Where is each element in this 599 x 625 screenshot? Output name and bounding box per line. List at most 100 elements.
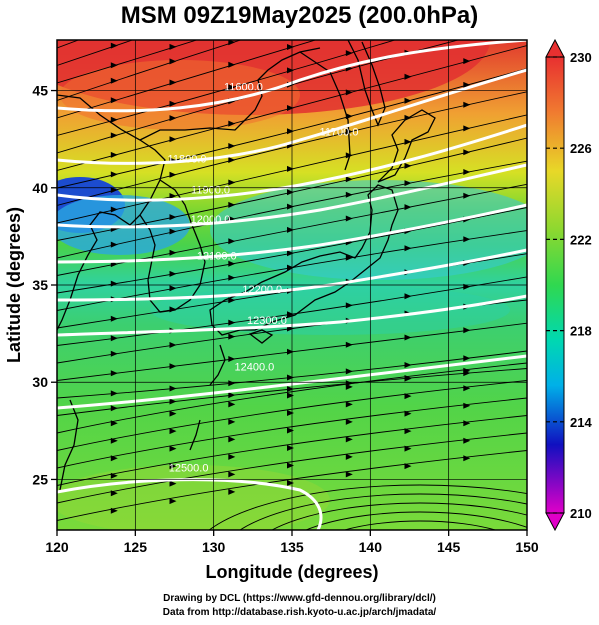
streamline-arrow (463, 437, 471, 444)
streamline (57, 40, 243, 101)
streamline-arrow (287, 203, 294, 210)
streamline-arrow (404, 245, 412, 252)
streamline-arrow (169, 171, 177, 178)
streamline-arrow (463, 125, 471, 132)
streamline-arrow (228, 84, 236, 91)
streamline-arrow (345, 215, 353, 222)
streamline-arrow (346, 26, 353, 32)
streamline-arrow (110, 116, 118, 123)
streamline-arrow (345, 191, 353, 198)
streamline-arrow (169, 228, 177, 235)
contour-label: 11800.0 (168, 154, 207, 166)
streamline-arrow (228, 3, 235, 9)
streamline (57, 40, 134, 66)
streamline-arrow (228, 201, 236, 208)
streamline-arrow (463, 355, 471, 362)
streamline-arrow (463, 402, 471, 409)
streamline-arrow (345, 50, 353, 57)
streamline-arrow (287, 480, 294, 486)
x-axis: 120 125 130 135 140 145 150 (45, 530, 539, 555)
contour-label: 12300.0 (247, 315, 287, 327)
streamline-arrow (463, 236, 471, 243)
streamline-arrow (228, 380, 236, 387)
streamline-arrow (287, 128, 294, 135)
streamline-arrow (228, 143, 236, 149)
streamline-arrow (345, 383, 353, 390)
streamline-arrow (228, 61, 236, 68)
streamline-arrow (110, 77, 118, 84)
streamline-arrow (110, 370, 118, 377)
streamline-arrow (110, 350, 118, 357)
streamline (57, 362, 527, 434)
contour-label: 12000.0 (191, 214, 231, 226)
streamline-arrow (463, 420, 471, 427)
streamline-arrow (404, 204, 412, 211)
streamline-arrow (169, 270, 177, 277)
streamline-arrow (404, 138, 412, 145)
streamline-arrow (404, 293, 412, 300)
streamline-arrow (169, 428, 177, 435)
streamline-arrow (345, 418, 353, 425)
streamline-arrow (228, 453, 236, 460)
streamline-arrow (228, 120, 236, 127)
streamline-arrow (404, 97, 412, 104)
streamline (57, 415, 527, 486)
contour-labels: 11600.0 11700.0 11800.0 11900.0 12000.0 12100… (168, 82, 359, 475)
colorbar-min-triangle (545, 512, 565, 532)
streamline-arrow (345, 341, 353, 348)
streamline-arrow (228, 333, 236, 340)
y-axis-label: Latitude (degrees) (4, 207, 24, 363)
streamline (57, 380, 527, 451)
colorbar-tick-label: 210 (570, 506, 592, 521)
streamline-arrow (110, 42, 118, 49)
streamline-arrow (287, 21, 294, 27)
streamline-arrow (110, 187, 118, 193)
streamline-arrow (110, 241, 118, 248)
streamline-arrow (287, 410, 294, 416)
streamline-arrow (287, 311, 294, 318)
colorbar-max-triangle (545, 38, 565, 58)
contour-label: 11600.0 (224, 82, 263, 94)
streamline-arrow (404, 362, 412, 368)
y-tick-label: 40 (32, 180, 48, 196)
streamline-arrow (287, 348, 294, 355)
streamline-arrow (110, 507, 118, 514)
colorbar: 230 226 222 218 214 210 (545, 38, 592, 532)
streamline-arrow (463, 149, 471, 156)
lat-lon-grid (57, 40, 527, 530)
contour-label: 12500.0 (169, 463, 209, 475)
streamline-arrow (110, 472, 118, 479)
streamline-arrow (110, 335, 118, 342)
streamline-arrow (169, 58, 177, 65)
streamline-arrow (287, 105, 294, 111)
streamline-arrow (110, 490, 118, 497)
streamline-arrow (287, 226, 294, 233)
contour-label: 12400.0 (235, 362, 275, 374)
streamline-arrow (169, 115, 177, 122)
colorbar-tick-label: 214 (570, 415, 592, 430)
streamline-arrow (404, 334, 412, 341)
contour-label: 11700.0 (320, 126, 359, 138)
streamline-arrow (405, 33, 412, 39)
x-tick-label: 130 (202, 539, 226, 555)
streamline-arrow (345, 471, 353, 478)
streamline-arrow (345, 401, 353, 408)
y-axis: 25 30 35 40 45 (32, 83, 57, 487)
colorbar-tick-label: 218 (570, 324, 592, 339)
streamline-arrow (110, 97, 118, 104)
y-tick-label: 45 (32, 83, 48, 99)
streamline-arrow (287, 445, 294, 451)
streamline-arrow (228, 274, 236, 281)
streamline-arrow (287, 462, 294, 469)
streamline (57, 40, 199, 84)
streamline-arrow (170, 23, 177, 29)
streamline-arrow (110, 206, 118, 213)
x-tick-label: 140 (359, 539, 383, 555)
streamline-arrow (169, 498, 177, 505)
credit-drawing: Drawing by DCL (https://www.gfd-dennou.o… (163, 593, 436, 604)
streamline-arrow (404, 180, 412, 187)
streamline-arrow (228, 319, 236, 326)
streamline-arrow (169, 79, 177, 86)
x-tick-label: 120 (45, 539, 69, 555)
